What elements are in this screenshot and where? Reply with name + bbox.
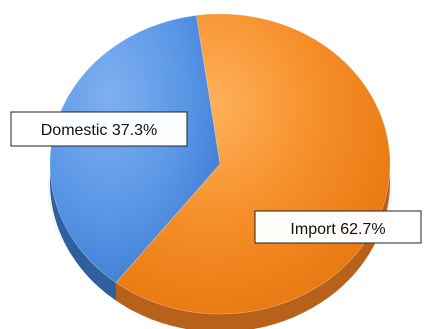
label-text-domestic: Domestic 37.3% <box>41 122 158 139</box>
pie-top-layer <box>49 13 391 315</box>
label-box-domestic <box>10 111 188 147</box>
label-import: Import 62.7% <box>254 210 422 244</box>
label-text-import: Import 62.7% <box>290 221 385 238</box>
label-domestic: Domestic 37.3% <box>10 111 188 147</box>
label-box-import <box>254 210 422 244</box>
